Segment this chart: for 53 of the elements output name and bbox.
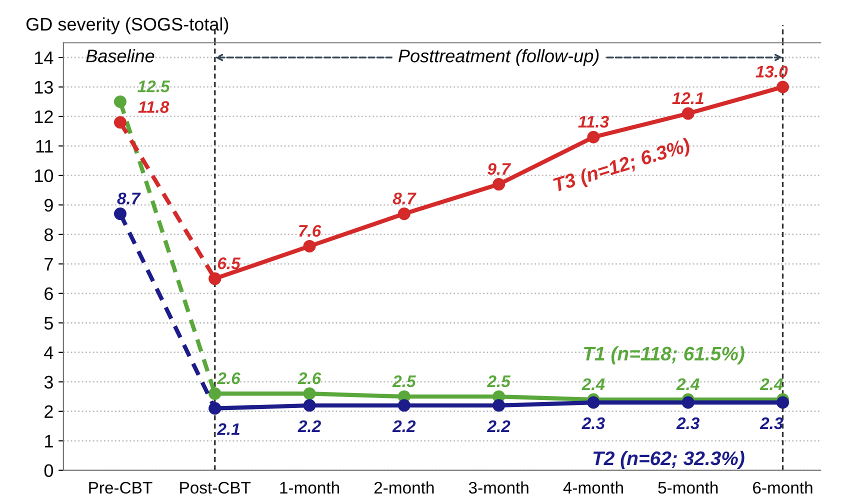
- text: T2 (n=62; 32.3%): [593, 450, 744, 470]
- data-label: 11.8: [138, 101, 170, 113]
- x-tick-label: 3-month: [468, 481, 528, 494]
- y-tick-label: 11: [36, 140, 53, 152]
- y-tick-label: 4: [44, 346, 54, 359]
- x-tick-label: 5-month: [658, 481, 718, 494]
- y-axis-title: GD severity (SOGS-total): [26, 17, 228, 34]
- data-label: 6.5: [218, 257, 241, 270]
- x-tick-label: 6-month: [753, 481, 812, 494]
- text: T3 (n=12; 6.3%): [552, 137, 692, 196]
- data-label: 8.7: [392, 192, 416, 204]
- y-tick-label: 7: [44, 258, 53, 270]
- data-label: 2.4: [760, 378, 783, 390]
- y-tick-label: 9: [44, 198, 53, 212]
- data-label: 2.6: [216, 372, 240, 384]
- data-label: 9.7: [488, 163, 512, 175]
- data-label: 2.1: [216, 423, 240, 435]
- y-tick-label: 14: [35, 52, 54, 64]
- y-tick-label: 12: [35, 110, 53, 124]
- y-tick-label: 1: [45, 434, 53, 448]
- x-tick-label: 2-month: [374, 481, 434, 494]
- data-label: 8.7: [117, 192, 141, 204]
- data-label: 2.2: [392, 420, 416, 432]
- data-label: 12.5: [138, 80, 170, 92]
- y-tick-label: 2: [44, 405, 53, 418]
- x-tick-label: 4-month: [563, 481, 623, 494]
- data-label: 2.3: [676, 417, 700, 430]
- data-label: 2.2: [298, 420, 321, 432]
- data-label: 2.5: [486, 375, 511, 388]
- y-tick-label: 13: [35, 80, 53, 94]
- data-label: 2.3: [582, 417, 605, 430]
- y-tick-label: 3: [44, 376, 53, 389]
- data-label: 11.3: [578, 116, 609, 128]
- annotation: Posttreatment (follow-up): [398, 49, 599, 66]
- y-tick-label: 5: [44, 316, 53, 330]
- x-tick-label: Post-CBT: [180, 482, 251, 494]
- y-tick-label: 8: [44, 228, 53, 242]
- y-tick-label: 6: [44, 287, 53, 300]
- data-label: 13.0: [756, 66, 788, 78]
- data-label: 2.5: [392, 375, 416, 388]
- x-tick-label: 1-month: [280, 481, 340, 494]
- y-tick-label: 10: [35, 169, 54, 182]
- x-tick-label: Pre-CBT: [89, 482, 152, 494]
- data-label: 7.6: [299, 224, 322, 237]
- data-label: 2.3: [760, 417, 784, 430]
- data-label: 2.4: [676, 378, 700, 390]
- annotation: Baseline: [86, 49, 154, 62]
- series-label: T1 (n=118; 61.5%): [584, 346, 744, 364]
- y-tick-label: 0: [44, 464, 54, 478]
- data-label: 12.1: [672, 92, 704, 104]
- data-label: 2.6: [298, 372, 322, 384]
- data-label: 2.4: [582, 378, 605, 390]
- data-label: 2.2: [486, 420, 510, 432]
